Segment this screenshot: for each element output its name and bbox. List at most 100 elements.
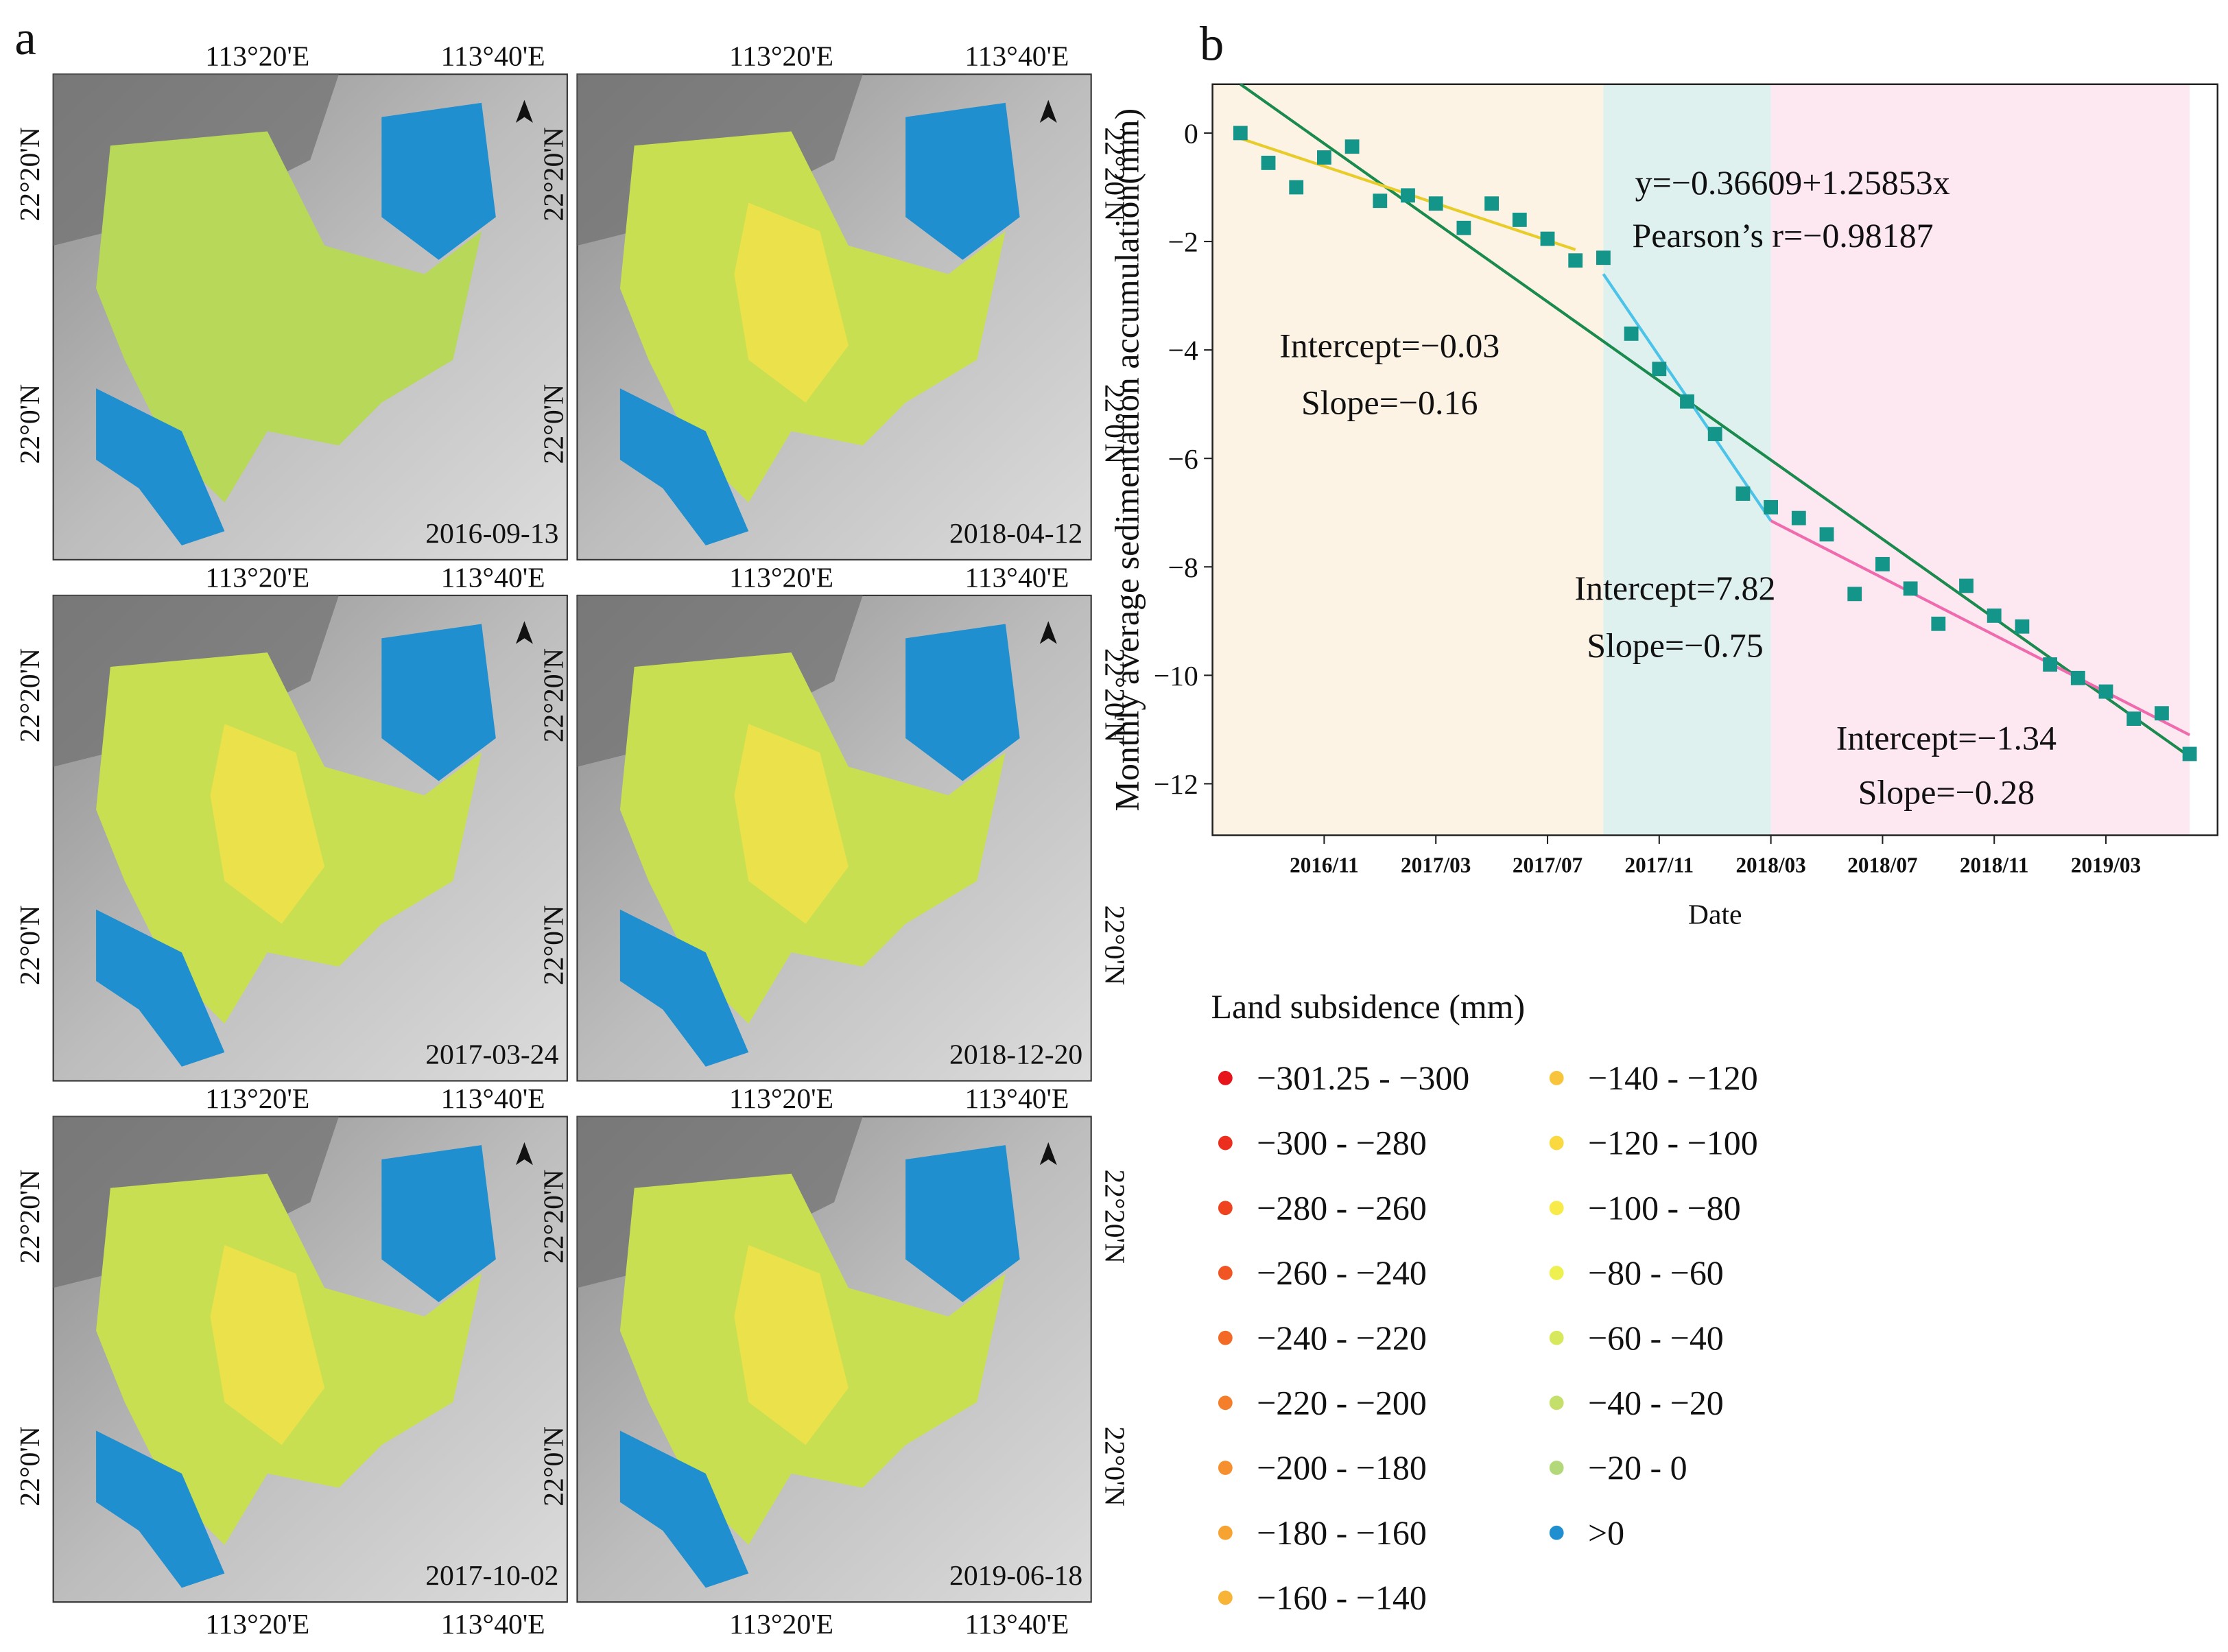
x-tick-label: 2018/11 bbox=[1960, 853, 2029, 877]
annotation: Pearson’s r=−0.98187 bbox=[1632, 216, 1933, 255]
legend-label: −260 - −240 bbox=[1257, 1253, 1427, 1292]
legend-label: −220 - −200 bbox=[1257, 1383, 1427, 1421]
land-subsidence-yellow bbox=[210, 724, 325, 924]
legend-label: −301.25 - −300 bbox=[1257, 1059, 1469, 1097]
lat-label: 22°0'N bbox=[538, 384, 570, 464]
lon-label: 113°20'E bbox=[729, 1609, 833, 1640]
legend-label: −140 - −120 bbox=[1588, 1059, 1758, 1097]
data-point bbox=[1764, 499, 1779, 515]
data-point bbox=[1261, 155, 1276, 170]
map-panel: 2017-03-24 bbox=[52, 594, 568, 1082]
north-arrow bbox=[515, 99, 533, 123]
data-point bbox=[1401, 188, 1415, 203]
north-arrow bbox=[1039, 621, 1057, 644]
data-point bbox=[2182, 746, 2197, 762]
legend-label: −200 - −180 bbox=[1257, 1448, 1427, 1487]
fit-line bbox=[1240, 83, 2191, 758]
lat-label: 22°20'N bbox=[1099, 127, 1130, 221]
legend-swatch bbox=[1218, 1461, 1233, 1475]
land-stable-blue bbox=[381, 624, 496, 781]
plot-frame bbox=[1211, 83, 2219, 836]
land-subsidence-yellow bbox=[734, 724, 849, 924]
lon-label: 113°20'E bbox=[729, 562, 833, 593]
data-point bbox=[1959, 578, 1974, 593]
land-stable-blue bbox=[619, 909, 749, 1067]
legend-title: Land subsidence (mm) bbox=[1211, 987, 1526, 1026]
y-tick-label: 0 bbox=[1184, 119, 1198, 150]
legend-swatch bbox=[1549, 1201, 1564, 1216]
lon-label: 113°40'E bbox=[964, 562, 1069, 593]
legend-swatch bbox=[1218, 1266, 1233, 1280]
lat-label: 22°20'N bbox=[538, 127, 570, 221]
land-stable-blue bbox=[905, 624, 1020, 781]
legend-label: −180 - −160 bbox=[1257, 1513, 1427, 1552]
annotation: Slope=−0.28 bbox=[1858, 773, 2035, 812]
y-tick-label: −6 bbox=[1168, 444, 1198, 475]
panel-label: a bbox=[14, 12, 36, 65]
lon-label: 113°40'E bbox=[441, 1609, 545, 1640]
lat-label: 22°0'N bbox=[1099, 905, 1130, 985]
data-point bbox=[1344, 139, 1360, 154]
y-tick-label: −12 bbox=[1154, 769, 1198, 801]
legend-label: −80 - −60 bbox=[1588, 1253, 1724, 1292]
legend-swatch bbox=[1549, 1461, 1564, 1475]
legend-label: −120 - −100 bbox=[1588, 1124, 1758, 1162]
annotation: Slope=−0.16 bbox=[1301, 384, 1478, 422]
legend-label: −60 - −40 bbox=[1588, 1319, 1724, 1357]
data-point bbox=[1875, 556, 1890, 571]
annotation: Intercept=7.82 bbox=[1574, 569, 1775, 607]
lat-label: 22°0'N bbox=[14, 1426, 46, 1507]
lat-label: 22°0'N bbox=[538, 1426, 570, 1507]
land-stable-blue bbox=[96, 1430, 225, 1588]
x-tick-label: 2018/03 bbox=[1735, 853, 1805, 877]
map-panel: 2016-09-13 bbox=[52, 73, 568, 560]
map-date: 2017-10-02 bbox=[425, 1560, 558, 1592]
land-subsidence-yellow bbox=[734, 202, 849, 403]
data-point bbox=[1596, 250, 1611, 266]
data-point bbox=[1847, 587, 1862, 602]
data-point bbox=[1652, 362, 1667, 377]
data-point bbox=[1624, 326, 1639, 341]
lon-label: 113°40'E bbox=[964, 41, 1069, 73]
map-date: 2016-09-13 bbox=[425, 518, 558, 550]
data-point bbox=[1735, 486, 1751, 501]
map-panel: 2019-06-18 bbox=[576, 1116, 1092, 1603]
data-point bbox=[2126, 711, 2142, 726]
data-point bbox=[1791, 510, 1806, 526]
data-point bbox=[1931, 616, 1946, 631]
map-panel: 2017-10-02 bbox=[52, 1116, 568, 1603]
legend-swatch bbox=[1218, 1135, 1233, 1150]
x-tick-label: 2019/03 bbox=[2071, 853, 2141, 877]
legend-swatch bbox=[1218, 1590, 1233, 1605]
legend-swatch bbox=[1218, 1330, 1233, 1345]
lat-label: 22°0'N bbox=[1099, 384, 1130, 464]
lat-label: 22°20'N bbox=[1099, 1170, 1130, 1264]
data-point bbox=[1903, 581, 1918, 596]
panel-label: b bbox=[1200, 17, 1224, 71]
annotation: Intercept=−1.34 bbox=[1836, 719, 2057, 757]
legend-label: −300 - −280 bbox=[1257, 1124, 1427, 1162]
annotation: Intercept=−0.03 bbox=[1279, 326, 1500, 364]
x-tick-label: 2018/07 bbox=[1847, 853, 1917, 877]
period-region bbox=[1212, 84, 1604, 836]
legend-label: −100 - −80 bbox=[1588, 1188, 1741, 1227]
land-stable-blue bbox=[619, 1430, 749, 1588]
north-arrow bbox=[515, 1142, 533, 1166]
lon-label: 113°40'E bbox=[441, 41, 545, 73]
data-point bbox=[1568, 253, 1583, 268]
data-point bbox=[2098, 684, 2113, 699]
legend-swatch bbox=[1549, 1395, 1564, 1411]
map-panel: 2018-12-20 bbox=[576, 594, 1092, 1082]
data-point bbox=[1512, 212, 1527, 227]
map-date: 2018-12-20 bbox=[949, 1039, 1082, 1071]
legend-label: >0 bbox=[1588, 1513, 1624, 1552]
lat-label: 22°0'N bbox=[538, 905, 570, 985]
legend-swatch bbox=[1218, 1395, 1233, 1411]
lat-label: 22°20'N bbox=[538, 1170, 570, 1264]
data-point bbox=[1540, 231, 1555, 246]
legend-swatch bbox=[1218, 1201, 1233, 1216]
data-point bbox=[1373, 193, 1388, 209]
legend-swatch bbox=[1549, 1525, 1564, 1540]
